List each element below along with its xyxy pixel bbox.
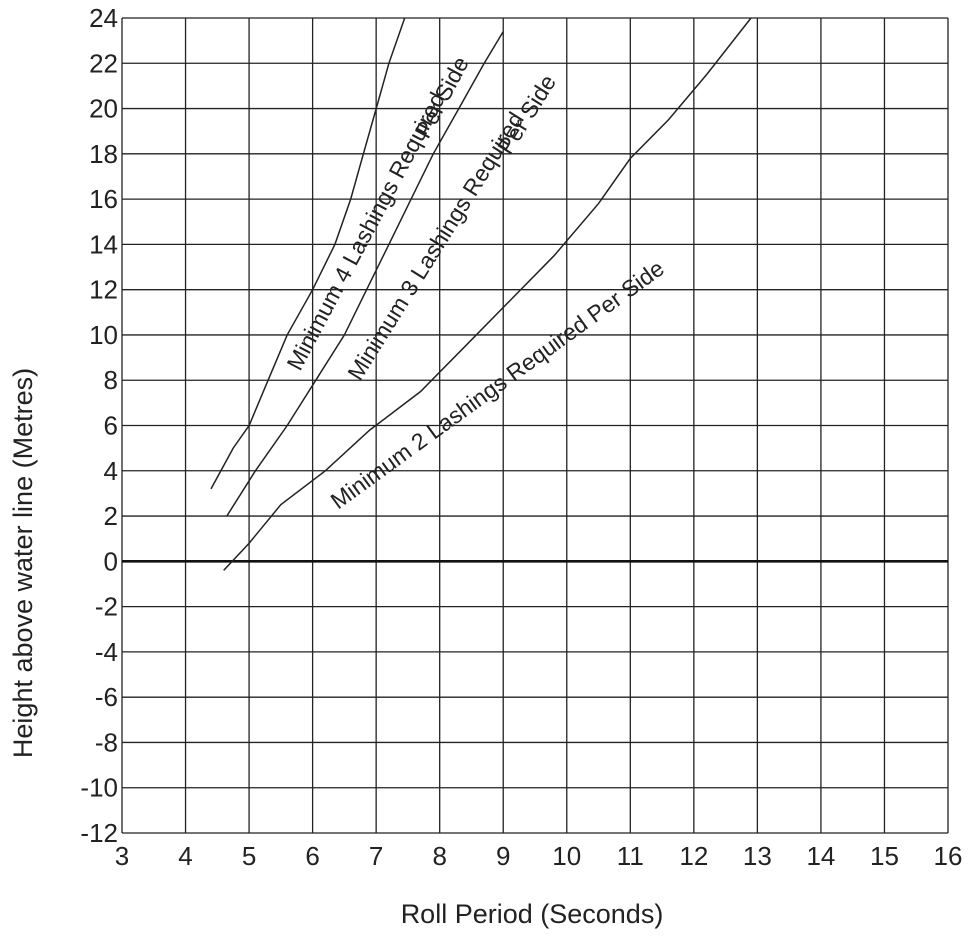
x-tick-label: 6: [305, 841, 319, 871]
x-tick-label: 14: [806, 841, 835, 871]
x-tick-label: 12: [679, 841, 708, 871]
annotation-four_b: Per Side: [409, 52, 473, 142]
y-tick-label: 2: [104, 501, 118, 531]
y-tick-label: 8: [104, 365, 118, 395]
tick-labels: 3 4 5 6 7 8 9 10 11 12 13 14 15 162422201816141210864…: [80, 3, 962, 871]
y-tick-label: -8: [95, 727, 118, 757]
y-tick-label: 20: [89, 94, 118, 124]
series-line-three: [226, 31, 504, 517]
y-tick-label: 10: [89, 320, 118, 350]
y-tick-label: 12: [89, 275, 118, 305]
annotation-two_a: Minimum 2 Lashings Required Per Side: [326, 255, 669, 514]
y-tick-label: -6: [95, 682, 118, 712]
y-tick-label: 0: [104, 546, 118, 576]
series-lines: [210, 17, 752, 571]
x-tick-label: 9: [496, 841, 510, 871]
x-tick-label: 13: [743, 841, 772, 871]
y-tick-label: 18: [89, 139, 118, 169]
y-tick-label: 24: [89, 3, 118, 33]
grid: [121, 17, 949, 834]
x-axis-title: Roll Period (Seconds): [401, 899, 664, 929]
y-tick-label: 16: [89, 184, 118, 214]
y-tick-label: 22: [89, 48, 118, 78]
y-axis-title: Height above water line (Metres): [8, 368, 38, 758]
x-tick-label: 16: [934, 841, 963, 871]
y-tick-label: -12: [80, 818, 118, 848]
y-tick-label: 14: [89, 229, 118, 259]
y-tick-label: 6: [104, 411, 118, 441]
series-line-four: [210, 17, 406, 490]
x-tick-label: 8: [432, 841, 446, 871]
x-tick-label: 5: [242, 841, 256, 871]
y-tick-label: -2: [95, 592, 118, 622]
series-line-two: [223, 17, 752, 571]
x-tick-label: 3: [115, 841, 129, 871]
x-tick-label: 15: [870, 841, 899, 871]
x-tick-label: 4: [178, 841, 192, 871]
x-tick-label: 7: [369, 841, 383, 871]
y-tick-label: -10: [80, 773, 118, 803]
y-tick-label: -4: [95, 637, 118, 667]
x-tick-label: 11: [617, 841, 644, 871]
x-tick-label: 10: [552, 841, 581, 871]
y-tick-label: 4: [104, 456, 118, 486]
